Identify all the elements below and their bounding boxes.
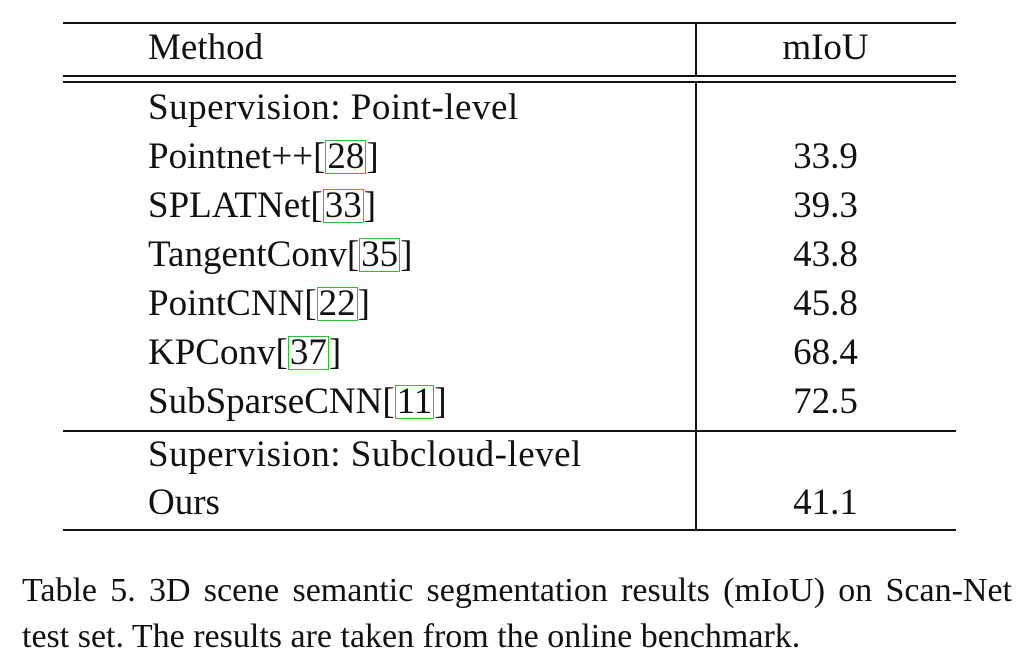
table-row-miou: 39.3 xyxy=(793,185,858,226)
group-divider-rule xyxy=(63,430,956,432)
results-table: Method mIoU Supervision: Point-level Poi… xyxy=(63,22,956,532)
table-row-miou: 68.4 xyxy=(793,332,858,373)
table-row-method: TangentConv[35] xyxy=(148,234,413,275)
table-caption: Table 5. 3D scene semantic segmentation … xyxy=(22,572,1012,655)
header-rule-1 xyxy=(63,75,956,77)
citation-link[interactable]: 33 xyxy=(322,185,364,226)
citation-link[interactable]: 37 xyxy=(287,332,329,373)
method-name: SubSparseCNN xyxy=(148,381,383,422)
column-divider-body xyxy=(695,81,697,531)
method-name: Ours xyxy=(148,482,220,523)
table-row-miou: 33.9 xyxy=(793,136,858,177)
header-method: Method xyxy=(148,27,264,68)
column-divider-header xyxy=(695,22,697,75)
citation-link[interactable]: 35 xyxy=(359,234,401,275)
group-label-point-level: Supervision: Point-level xyxy=(148,87,519,128)
method-name: PointCNN xyxy=(148,283,305,324)
table-row-method: SubSparseCNN[11] xyxy=(148,381,447,422)
table-row-miou: 45.8 xyxy=(793,283,858,324)
method-name: TangentConv xyxy=(148,234,347,275)
table-row-method: KPConv[37] xyxy=(148,332,342,373)
citation-link[interactable]: 11 xyxy=(394,381,435,422)
table-row-miou: 43.8 xyxy=(793,234,858,275)
table-row-method: SPLATNet[33] xyxy=(148,185,377,226)
table-row-miou: 72.5 xyxy=(793,381,858,422)
group-label-subcloud-level: Supervision: Subcloud-level xyxy=(148,434,582,475)
citation-link[interactable]: 22 xyxy=(316,283,358,324)
table-row-method: PointCNN[22] xyxy=(148,283,370,324)
citation-link[interactable]: 28 xyxy=(325,136,367,177)
bottom-rule xyxy=(63,529,956,531)
top-rule xyxy=(63,22,956,24)
method-name: Pointnet++ xyxy=(148,136,314,177)
method-name: KPConv xyxy=(148,332,276,373)
method-name: SPLATNet xyxy=(148,185,311,226)
header-miou: mIoU xyxy=(782,27,869,68)
table-row-method: Ours xyxy=(148,483,220,523)
header-rule-2 xyxy=(63,81,956,83)
table-row-method: Pointnet++[28] xyxy=(148,136,379,177)
table-row-miou: 41.1 xyxy=(793,482,858,523)
